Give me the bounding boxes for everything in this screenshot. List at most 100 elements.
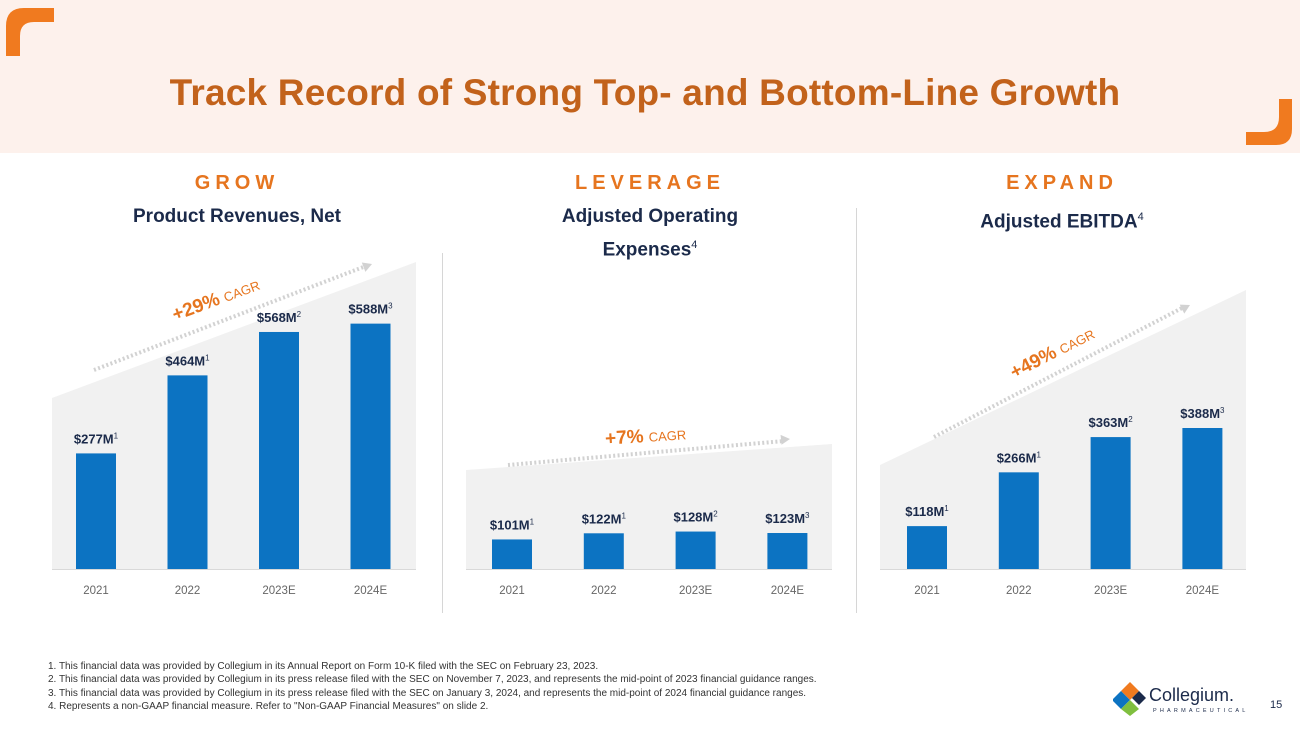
cagr-label: +29%CAGR [169, 274, 262, 326]
data-label-2023E: $128M2 [673, 510, 718, 525]
chart-backdrop [52, 262, 416, 569]
x-tick-label-2022: 2022 [175, 585, 201, 597]
data-label-footnote-ref: 1 [1036, 450, 1041, 459]
section-title-line1: Adjusted Operating [561, 206, 739, 227]
growth-arrow-head-icon [780, 434, 790, 445]
data-label-footnote-ref: 1 [114, 431, 119, 440]
data-label-value: $388M [1180, 406, 1220, 421]
data-label-2021: $101M1 [490, 517, 535, 532]
x-tick-label-2022: 2022 [591, 585, 617, 597]
chart-1: +29%CAGR$277M12021$464M12022$568M22023E$… [52, 262, 416, 597]
page-number: 15 [1270, 699, 1283, 711]
bar-2023E [259, 331, 299, 569]
header-band [0, 0, 1300, 153]
data-label-2024E: $123M3 [765, 511, 810, 526]
collegium-logo-mark-icon [1112, 682, 1146, 716]
cagr-value: +29% [169, 289, 222, 326]
data-label-2021: $118M1 [905, 504, 949, 519]
data-label-value: $122M [582, 511, 622, 526]
x-tick-label-2021: 2021 [914, 585, 940, 597]
data-label-value: $363M [1088, 415, 1128, 430]
bar-2021 [492, 539, 532, 569]
x-tick-label-2023E: 2023E [1094, 585, 1128, 597]
corner-accent-bottom-right [1246, 99, 1292, 145]
data-label-value: $277M [74, 431, 114, 446]
bar-2024E [767, 533, 808, 569]
data-label-footnote-ref: 2 [297, 310, 302, 319]
footnote-3: 3. This financial data was provided by C… [48, 687, 807, 699]
x-tick-label-2021: 2021 [83, 585, 109, 597]
footnote-4: 4. Represents a non-GAAP financial measu… [48, 700, 489, 712]
section-title-grow: Product Revenues, Net [72, 203, 402, 231]
x-tick-label-2023E: 2023E [262, 585, 296, 597]
section-title-leverage: Adjusted Operating Expenses4 [485, 203, 815, 264]
data-label-2023E: $568M2 [257, 310, 302, 325]
cagr-text: CAGR [222, 278, 262, 305]
chart-backdrop [466, 444, 832, 569]
chart-3: +49%CAGR$118M12021$266M12022$363M22023E$… [880, 290, 1246, 597]
chart-backdrop [880, 290, 1246, 569]
data-label-2023E: $363M2 [1088, 415, 1133, 430]
bar-2024E [1182, 428, 1223, 569]
cagr-label: +7% CAGR [604, 423, 686, 450]
collegium-logo: Collegium. PHARMACEUTICAL [1112, 681, 1245, 721]
data-label-footnote-ref: 1 [944, 504, 949, 513]
data-label-2022: $266M1 [997, 450, 1042, 465]
x-tick-label-2022: 2022 [1006, 585, 1032, 597]
growth-arrow-head-icon [361, 262, 372, 272]
bar-2022 [583, 533, 624, 569]
data-label-value: $568M [257, 310, 297, 325]
growth-arrow-head-icon [1179, 304, 1190, 314]
data-label-footnote-ref: 1 [530, 517, 535, 526]
bar-2024E [350, 323, 391, 569]
footnote-2: 2. This financial data was provided by C… [48, 674, 817, 686]
bar-2022 [167, 375, 208, 569]
data-label-value: $101M [490, 517, 530, 532]
x-tick-label-2024E: 2024E [354, 585, 388, 597]
logo-name: Collegium. [1149, 685, 1235, 705]
section-title-line2: Expenses [602, 239, 692, 261]
section-label-grow: GROW [194, 172, 280, 194]
divider-right [856, 208, 857, 613]
data-label-footnote-ref: 3 [1220, 406, 1225, 415]
cagr-text: CAGR [1057, 326, 1097, 356]
data-label-footnote-ref: 3 [388, 302, 393, 311]
data-label-value: $118M [905, 504, 944, 519]
footnote-1: 1. This financial data was provided by C… [48, 661, 599, 672]
data-label-2024E: $388M3 [1180, 406, 1225, 421]
bar-2023E [675, 531, 716, 569]
data-label-value: $464M [165, 353, 205, 368]
footnote-ref: 4 [691, 239, 698, 251]
data-label-footnote-ref: 1 [621, 511, 626, 520]
divider-left [442, 253, 443, 613]
data-label-footnote-ref: 2 [713, 510, 718, 519]
footnote-ref: 4 [1137, 211, 1144, 223]
x-tick-label-2023E: 2023E [679, 585, 713, 597]
page-title: Track Record of Strong Top- and Bottom-L… [169, 72, 1121, 113]
bar-2021 [907, 526, 947, 569]
footnotes: 1. This financial data was provided by C… [48, 660, 817, 713]
data-label-2024E: $588M3 [348, 302, 393, 317]
section-title-text: Adjusted EBITDA [980, 211, 1138, 233]
corner-accent-top-left [6, 8, 54, 56]
bar-2021 [76, 453, 116, 569]
data-label-value: $266M [997, 450, 1037, 465]
growth-arrow-line [93, 264, 367, 372]
data-label-footnote-ref: 3 [805, 511, 810, 520]
section-label-expand: EXPAND [1006, 172, 1118, 194]
section-title-text: Product Revenues, Net [133, 206, 341, 227]
data-label-2022: $122M1 [582, 511, 627, 526]
bar-2022 [998, 472, 1039, 569]
cagr-text: CAGR [648, 427, 687, 445]
x-tick-label-2024E: 2024E [771, 585, 805, 597]
x-tick-label-2021: 2021 [499, 585, 525, 597]
data-label-value: $123M [765, 511, 805, 526]
section-label-leverage: LEVERAGE [574, 172, 726, 194]
bar-2023E [1090, 437, 1131, 569]
growth-arrow-line [933, 305, 1185, 439]
data-label-footnote-ref: 2 [1128, 415, 1133, 424]
logo-sub: PHARMACEUTICAL [1153, 708, 1249, 714]
data-label-value: $128M [673, 510, 713, 525]
data-label-footnote-ref: 1 [205, 353, 210, 362]
